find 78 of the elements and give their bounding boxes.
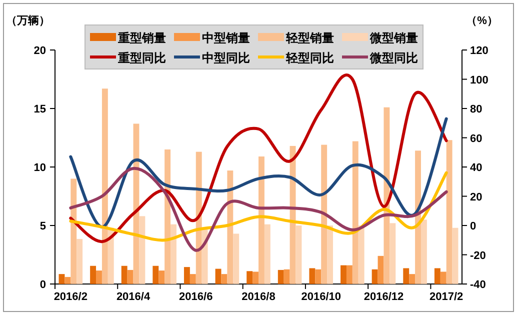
bar — [127, 270, 134, 284]
bar — [309, 268, 316, 284]
legend-label: 重型销量 — [117, 31, 166, 45]
y2-tick-label: 40 — [470, 162, 482, 174]
bar — [190, 274, 196, 284]
bar — [252, 272, 258, 284]
bar — [440, 272, 446, 284]
bar — [158, 270, 165, 284]
bar — [415, 150, 421, 284]
y2-axis-title: （%） — [466, 15, 498, 27]
bar — [58, 274, 65, 284]
y-tick-label: 0 — [40, 279, 46, 291]
bar — [64, 276, 71, 284]
legend-label: 轻型同比 — [285, 51, 334, 65]
x-tick-label: 2016/2 — [54, 291, 88, 303]
legend-label: 微型同比 — [369, 51, 418, 65]
bar — [290, 146, 296, 284]
x-tick-label: 2016/10 — [301, 291, 341, 303]
x-tick-label: 2016/8 — [242, 291, 276, 303]
bar — [327, 226, 334, 284]
bar — [215, 268, 222, 284]
legend-label: 中型销量 — [202, 31, 250, 45]
bar — [296, 226, 302, 284]
bar — [90, 266, 96, 284]
x-tick-label: 2017/2 — [430, 291, 464, 303]
bar — [70, 178, 77, 284]
bar — [102, 88, 108, 284]
y-tick-label: 5 — [40, 220, 46, 232]
y-tick-label: 10 — [34, 162, 46, 174]
legend-label: 重型同比 — [117, 51, 166, 65]
bar — [76, 238, 83, 284]
bar — [452, 228, 458, 284]
bar — [390, 223, 396, 284]
y-tick-label: 20 — [34, 45, 46, 57]
bar — [434, 268, 440, 284]
x-tick-label: 2016/4 — [116, 291, 151, 303]
bar — [152, 266, 159, 284]
y2-tick-label: -40 — [470, 279, 486, 291]
bar — [139, 216, 146, 284]
bar — [258, 156, 264, 284]
bar — [352, 141, 358, 284]
bar — [184, 267, 190, 284]
legend-label: 微型销量 — [369, 31, 418, 45]
bar — [409, 274, 416, 284]
y2-tick-label: -20 — [470, 250, 486, 262]
bar — [264, 224, 270, 284]
bar — [384, 107, 390, 284]
bar — [315, 269, 322, 284]
bar — [403, 268, 410, 284]
bar — [372, 269, 378, 284]
legend-label: 轻型销量 — [285, 31, 334, 45]
bar — [358, 226, 364, 284]
bar — [221, 274, 228, 284]
bar — [346, 265, 352, 284]
bar — [233, 234, 240, 284]
y-tick-label: 15 — [34, 104, 46, 116]
legend-label: 中型同比 — [202, 51, 250, 65]
bar — [446, 140, 452, 284]
bar — [340, 265, 346, 284]
y2-tick-label: 100 — [470, 74, 488, 86]
y-axis-title: （万辆） — [6, 14, 50, 27]
bar — [278, 270, 284, 284]
y2-tick-label: 20 — [470, 191, 482, 204]
bar — [321, 144, 328, 284]
y2-tick-label: 60 — [470, 132, 482, 145]
bar — [170, 224, 176, 284]
x-tick-label: 2016/6 — [179, 291, 213, 303]
y2-tick-label: 80 — [470, 104, 482, 116]
bar — [121, 266, 128, 284]
bar — [378, 256, 384, 284]
y2-tick-label: 120 — [470, 45, 488, 57]
x-tick-label: 2016/12 — [364, 291, 404, 303]
y2-tick-label: 0 — [470, 220, 476, 232]
bar — [246, 271, 253, 284]
bar — [227, 170, 234, 284]
bar — [96, 270, 102, 284]
bar — [420, 220, 427, 284]
bar — [284, 269, 290, 284]
